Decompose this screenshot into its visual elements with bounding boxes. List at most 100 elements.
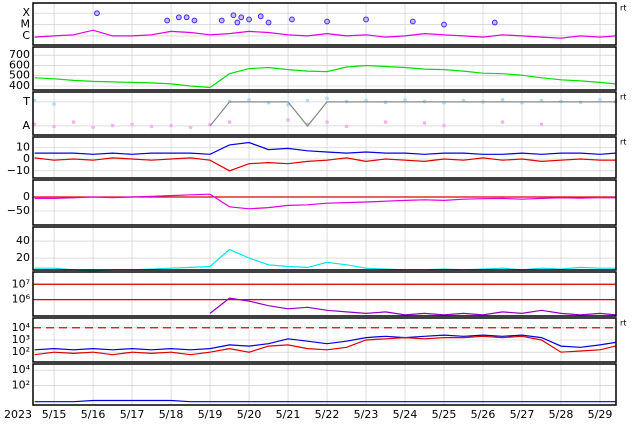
- x-tick-label: 5/20: [237, 408, 262, 421]
- y-tick-label: 10: [16, 140, 30, 153]
- y-tick-label: 10⁶: [12, 293, 31, 306]
- data-dot: [325, 120, 329, 124]
- panel-frame: [32, 91, 617, 136]
- y-tick-label: X: [22, 6, 30, 19]
- panel-frame: [32, 363, 617, 406]
- series-line: [209, 297, 616, 316]
- series-line: [34, 193, 616, 210]
- right-label: rt: [620, 138, 626, 147]
- y-tick-label: 10³: [12, 333, 30, 346]
- flare-marker: [218, 17, 225, 24]
- x-tick-label: 5/25: [432, 408, 457, 421]
- panel-frame: [32, 46, 617, 91]
- y-tick-label: −10: [7, 164, 30, 177]
- x-tick-label: 5/19: [198, 408, 223, 421]
- flare-marker: [164, 17, 171, 24]
- y-tick-label: 700: [9, 48, 30, 61]
- data-dot: [598, 97, 602, 102]
- y-tick-label: 10²: [12, 345, 30, 358]
- data-dot: [52, 102, 56, 106]
- y-tick-label: 10⁴: [12, 363, 31, 376]
- y-tick-label: 0: [23, 190, 30, 203]
- data-dot: [247, 97, 251, 102]
- x-tick-label: 5/28: [549, 408, 574, 421]
- data-dot: [71, 120, 76, 124]
- data-dot: [305, 98, 310, 103]
- flare-marker: [409, 18, 416, 25]
- data-dot: [227, 120, 232, 124]
- y-tick-label: C: [22, 29, 30, 42]
- data-dot: [91, 125, 95, 130]
- y-tick-label: 0: [23, 152, 30, 165]
- panel-frame: [32, 136, 617, 179]
- flare-marker: [234, 19, 241, 26]
- x-tick-label: 5/29: [588, 408, 613, 421]
- x-tick-label: 5/24: [393, 408, 418, 421]
- series-line: [34, 334, 616, 351]
- x-tick-label: 5/16: [81, 408, 106, 421]
- flare-marker: [191, 17, 198, 24]
- right-label: rt: [620, 93, 626, 102]
- panel-frame: [32, 226, 617, 271]
- flare-marker: [230, 12, 237, 19]
- data-dot: [169, 123, 173, 128]
- x-tick-label: 5/26: [471, 408, 496, 421]
- x-tick-label: 5/27: [510, 408, 535, 421]
- data-dot: [383, 120, 388, 124]
- x-tick-label: 5/21: [276, 408, 301, 421]
- series-line: [34, 141, 616, 155]
- data-dot: [52, 124, 56, 129]
- y-tick-label: 500: [9, 69, 30, 82]
- series-line: [209, 101, 616, 127]
- panel-frame: [32, 179, 617, 226]
- series-line: [34, 399, 616, 403]
- series-line: [34, 335, 616, 356]
- y-tick-label: 10²: [12, 379, 30, 392]
- flare-marker: [183, 14, 190, 21]
- flare-marker: [324, 18, 330, 25]
- flare-marker: [257, 13, 264, 20]
- data-dot: [539, 122, 544, 127]
- y-tick-label: A: [22, 119, 30, 132]
- data-dot: [110, 123, 115, 128]
- flare-marker: [441, 21, 447, 28]
- series-line: [34, 64, 616, 89]
- data-dot: [500, 97, 505, 102]
- flare-marker: [363, 16, 369, 23]
- flare-marker: [265, 19, 272, 26]
- data-dot: [325, 96, 329, 101]
- series-line: [34, 248, 616, 272]
- y-tick-label: 10⁷: [12, 277, 30, 290]
- x-tick-label: 5/15: [42, 408, 67, 421]
- data-dot: [149, 124, 154, 129]
- y-tick-label: 600: [9, 58, 30, 71]
- y-tick-label: 40: [16, 234, 30, 247]
- flare-marker: [94, 10, 100, 17]
- right-label: rt: [620, 4, 626, 13]
- y-tick-label: 400: [9, 79, 30, 92]
- series-line: [34, 157, 616, 172]
- x-axis-year: 2023: [4, 408, 32, 421]
- x-tick-label: 5/17: [120, 408, 145, 421]
- flare-marker: [246, 16, 252, 23]
- data-dot: [403, 97, 407, 102]
- flare-marker: [491, 19, 498, 26]
- data-dot: [344, 124, 349, 129]
- data-dot: [500, 120, 505, 124]
- y-tick-label: −50: [7, 204, 30, 217]
- flare-marker: [289, 16, 295, 23]
- data-dot: [442, 123, 446, 128]
- data-dot: [130, 122, 134, 127]
- panel-frame: [32, 317, 617, 363]
- right-label: rt: [620, 319, 626, 328]
- y-tick-label: 10⁴: [12, 321, 31, 334]
- flare-marker: [238, 14, 245, 21]
- series-line: [34, 29, 616, 39]
- data-dot: [286, 118, 290, 122]
- x-tick-label: 5/23: [354, 408, 379, 421]
- data-dot: [422, 121, 427, 125]
- y-tick-label: 20: [16, 251, 30, 264]
- panel-frame: [32, 271, 617, 317]
- flare-marker: [175, 14, 182, 21]
